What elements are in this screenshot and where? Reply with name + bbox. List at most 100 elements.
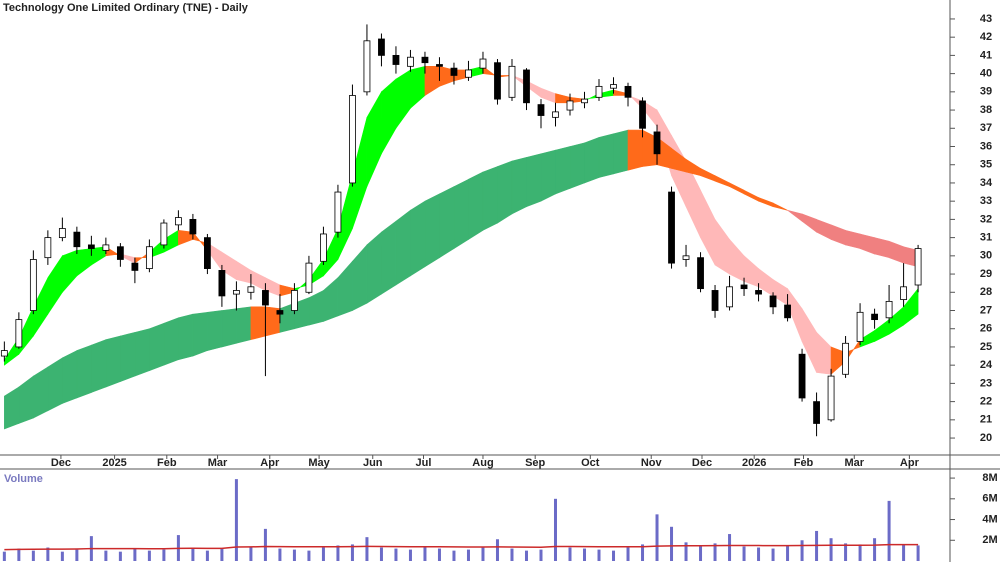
volume-bar xyxy=(612,550,616,561)
ribbon-segment xyxy=(874,237,890,259)
y-tick-label: 29 xyxy=(980,268,992,280)
volume-bar xyxy=(321,547,325,561)
volume-bar xyxy=(2,551,6,561)
ribbon-segment xyxy=(221,308,237,348)
candle-body xyxy=(769,295,777,308)
volume-bar xyxy=(510,548,514,561)
x-tick-label: Dec xyxy=(692,457,712,469)
candle-body xyxy=(711,290,719,311)
y-tick-label: 20 xyxy=(980,432,992,444)
candle-body xyxy=(508,65,516,98)
y-tick-label: 33 xyxy=(980,195,992,207)
candle-body xyxy=(798,353,806,399)
ribbon-segment xyxy=(163,317,179,366)
candle-body xyxy=(726,286,733,308)
candle-body xyxy=(479,58,487,69)
x-tick-label: Apr xyxy=(900,457,920,469)
candles xyxy=(0,24,922,437)
candle-body xyxy=(116,246,124,260)
volume-bar xyxy=(771,548,775,561)
ribbon-segment xyxy=(366,231,382,304)
ribbon-segment xyxy=(33,366,49,419)
y-tick-label: 25 xyxy=(980,341,992,353)
x-tick-label: Aug xyxy=(472,457,493,469)
candle-body xyxy=(291,290,298,311)
volume-bar xyxy=(699,545,703,561)
candle-body xyxy=(639,100,646,129)
volume-bar xyxy=(728,534,732,561)
volume-bar xyxy=(104,550,108,561)
volume-bar xyxy=(568,547,572,561)
ribbon-segment xyxy=(453,178,469,250)
candle-body xyxy=(740,284,748,290)
candle-body xyxy=(233,290,240,295)
y-tick-label: 41 xyxy=(980,49,992,61)
volume-bar xyxy=(249,546,253,561)
volume-bar xyxy=(466,549,470,561)
ribbon-segment xyxy=(192,311,208,357)
candle-body xyxy=(653,131,661,155)
candle-body xyxy=(624,85,632,98)
ribbon-segment xyxy=(613,129,629,175)
volume-bar xyxy=(495,539,499,561)
y-tick-label: 37 xyxy=(980,122,992,134)
volume-bar xyxy=(365,537,369,561)
x-tick-label: Jun xyxy=(363,457,383,469)
x-tick-label: Mar xyxy=(844,457,864,469)
candle-body xyxy=(813,401,820,424)
candle-body xyxy=(87,244,95,249)
ribbon-segment xyxy=(627,129,643,171)
volume-bar xyxy=(916,545,920,561)
volume-bar xyxy=(162,549,166,561)
volume-bar xyxy=(263,528,267,561)
volume-bar xyxy=(902,544,906,561)
candle-body xyxy=(494,62,501,100)
y-tick-label: 31 xyxy=(980,232,992,244)
volume-tick-label: 6M xyxy=(982,493,997,505)
candle-body xyxy=(44,237,52,259)
candle-body xyxy=(58,228,66,239)
candle-body xyxy=(581,98,588,104)
candle-body xyxy=(102,244,110,251)
ribbon-segment xyxy=(468,171,484,240)
volume-bar xyxy=(336,545,340,561)
candle-body xyxy=(160,222,168,246)
ribbon-segment xyxy=(381,220,397,295)
volume-bar xyxy=(539,549,543,561)
candle-body xyxy=(276,310,284,315)
volume-bar xyxy=(684,542,688,561)
volume-bar xyxy=(757,547,761,561)
ribbon-segment xyxy=(569,142,585,189)
volume-bar xyxy=(220,548,224,561)
volume-bar xyxy=(786,545,790,561)
y-tick-label: 26 xyxy=(980,323,992,335)
candle-body xyxy=(189,218,197,235)
ribbon-segment xyxy=(497,160,513,224)
candle-body xyxy=(552,111,559,118)
chart-title: Technology One Limited Ordinary (TNE) - … xyxy=(3,2,249,14)
volume-bar xyxy=(858,544,862,561)
y-tick-label: 39 xyxy=(980,86,992,98)
x-tick-label: Feb xyxy=(794,457,814,469)
volume-bar xyxy=(887,500,891,561)
ribbon-segment xyxy=(120,331,136,382)
y-tick-label: 43 xyxy=(980,13,992,25)
volume-bar xyxy=(234,479,238,561)
ribbon-segment xyxy=(598,133,614,178)
candle-body xyxy=(305,262,313,293)
volume-bar xyxy=(75,549,79,561)
candle-body xyxy=(378,38,385,56)
x-tick-label: Apr xyxy=(260,457,280,469)
volume-bar xyxy=(481,547,485,561)
volume-bar xyxy=(713,543,717,561)
volume-bar xyxy=(670,526,674,561)
volume-bar xyxy=(873,538,877,561)
y-tick-label: 42 xyxy=(980,31,992,43)
ribbon-segment xyxy=(47,357,63,412)
volume-tick-label: 4M xyxy=(982,513,997,525)
volume-bar xyxy=(379,547,383,561)
volume-bar xyxy=(292,549,296,561)
volume-bar xyxy=(147,550,151,561)
